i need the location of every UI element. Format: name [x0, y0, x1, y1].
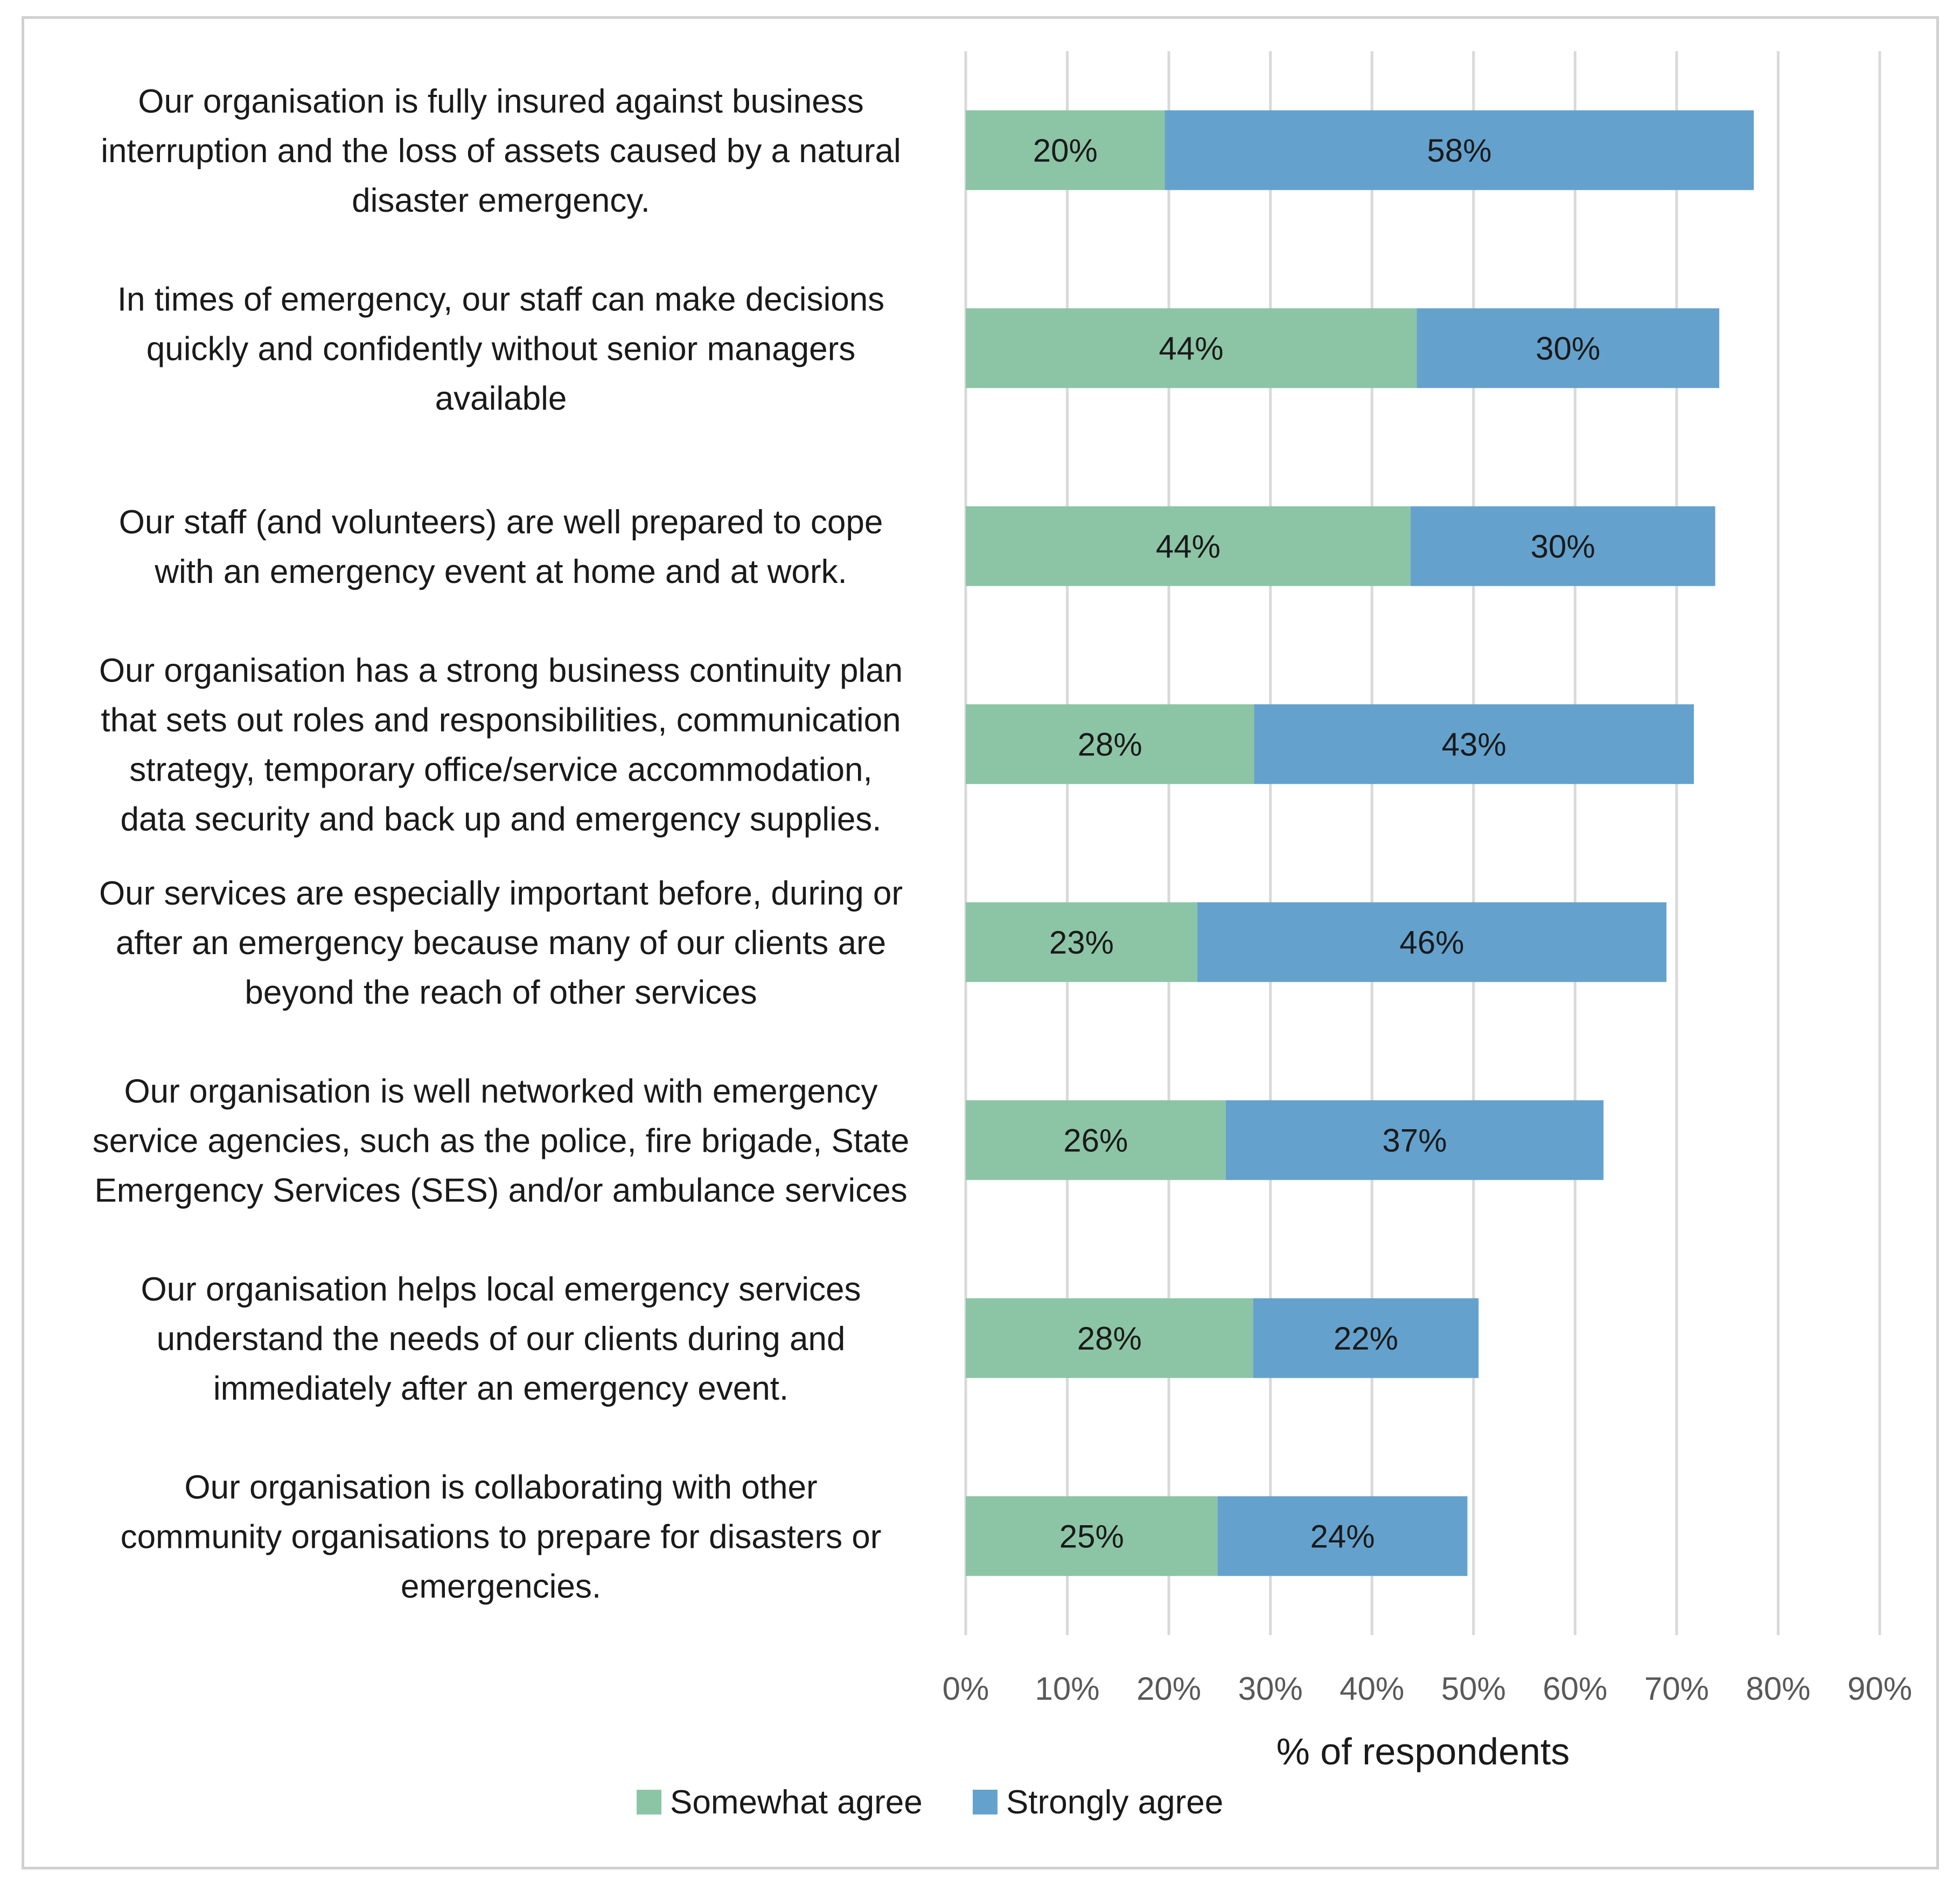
data-label: 30% — [1531, 529, 1595, 565]
data-label: 22% — [1334, 1320, 1398, 1357]
category-label: Our organisation is fully insured agains… — [101, 83, 901, 219]
data-label: 26% — [1063, 1122, 1128, 1158]
category-label: Our organisation is collaborating with o… — [121, 1469, 882, 1605]
legend-label-somewhat: Somewhat agree — [670, 1784, 923, 1821]
x-tick-label: 80% — [1746, 1671, 1810, 1707]
category-label: Our organisation helps local emergency s… — [141, 1271, 861, 1407]
bar-strongly-8 — [1217, 1496, 1468, 1576]
data-label: 44% — [1159, 330, 1224, 366]
x-tick-label: 0% — [943, 1671, 989, 1707]
legend-swatch-somewhat — [637, 1790, 661, 1815]
data-label: 25% — [1059, 1518, 1124, 1554]
x-tick-label: 40% — [1340, 1671, 1404, 1707]
bar-somewhat-1 — [966, 110, 1165, 190]
data-label: 46% — [1399, 924, 1464, 961]
x-tick-label: 70% — [1644, 1671, 1709, 1707]
bar-somewhat-5 — [966, 902, 1197, 982]
data-label: 20% — [1033, 133, 1098, 169]
x-axis-title: % of respondents — [1277, 1730, 1570, 1772]
data-label: 23% — [1049, 924, 1114, 961]
x-tick-label: 90% — [1847, 1671, 1912, 1707]
gridlines — [964, 51, 1881, 1635]
category-label: Our staff (and volunteers) are well prep… — [119, 504, 883, 590]
category-labels: Our organisation is fully insured agains… — [93, 83, 909, 1605]
bar-strongly-3 — [1410, 506, 1715, 586]
x-axis-ticks: 0% 10% 20% 30% 40% 50% 60% 70% 80% 90% — [943, 1671, 1912, 1707]
data-label: 24% — [1310, 1518, 1375, 1554]
bar-strongly-4 — [1254, 704, 1694, 784]
data-label: 43% — [1442, 726, 1506, 762]
x-tick-label: 30% — [1238, 1671, 1303, 1707]
bar-somewhat-2 — [966, 308, 1417, 388]
bar-somewhat-7 — [966, 1298, 1253, 1378]
data-label: 30% — [1536, 330, 1600, 366]
bar-strongly-6 — [1225, 1100, 1604, 1180]
data-label: 37% — [1382, 1122, 1447, 1158]
x-tick-label: 20% — [1136, 1671, 1201, 1707]
data-label: 28% — [1078, 726, 1142, 762]
data-label: 28% — [1077, 1320, 1142, 1357]
category-label: Our organisation has a strong business c… — [99, 652, 903, 838]
bar-somewhat-3 — [966, 506, 1411, 586]
bar-strongly-5 — [1197, 902, 1667, 982]
bar-strongly-1 — [1164, 110, 1754, 190]
x-tick-label: 60% — [1543, 1671, 1607, 1707]
legend: Somewhat agree Strongly agree — [637, 1784, 1223, 1821]
bar-strongly-7 — [1253, 1298, 1479, 1378]
bar-strongly-2 — [1417, 308, 1720, 388]
x-tick-label: 50% — [1441, 1671, 1506, 1707]
bar-somewhat-8 — [966, 1496, 1218, 1576]
bar-somewhat-4 — [966, 704, 1254, 784]
bar-somewhat-6 — [966, 1100, 1226, 1180]
x-tick-label: 10% — [1035, 1671, 1100, 1707]
legend-swatch-strongly — [973, 1790, 998, 1815]
category-label: In times of emergency, our staff can mak… — [117, 281, 884, 417]
data-label: 44% — [1156, 529, 1220, 565]
data-label: 58% — [1427, 133, 1491, 169]
bars: 20% 58% 44% 30% 44% 30% 28% 43% 23% 46% 26% 37% 28% 2… — [966, 110, 1754, 1576]
category-label: Our services are especially important be… — [99, 875, 903, 1011]
legend-label-strongly: Strongly agree — [1006, 1784, 1223, 1821]
category-label: Our organisation is well networked with … — [93, 1073, 909, 1209]
